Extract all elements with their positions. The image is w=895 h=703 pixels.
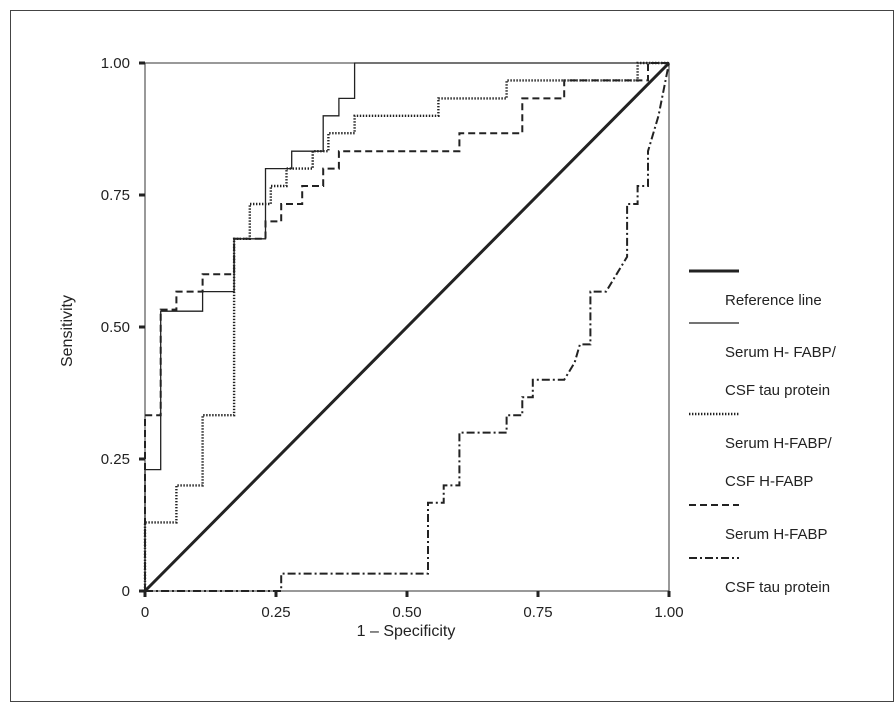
y-axis-label: Sensitivity [59, 295, 76, 367]
series-line-dashed [144, 62, 669, 591]
series-line-dotted [143, 61, 669, 591]
series-line-thick-solid [143, 61, 671, 593]
legend-label: CSF H-FABP [725, 473, 813, 490]
legend-label: Serum H-FABP [725, 526, 828, 543]
y-tick-label: 0 [122, 583, 130, 600]
series-line-solid [144, 62, 669, 591]
x-tick-label: 0.50 [392, 604, 421, 621]
legend-label: CSF tau protein [725, 382, 830, 399]
legend: Reference line Serum H- FABP/CSF tau prot… [689, 269, 837, 596]
x-tick-label: 0.75 [523, 604, 552, 621]
x-axis-label: 1 – Specificity [357, 623, 456, 640]
legend-label: Serum H- FABP/ [725, 344, 837, 361]
legend-label: Reference line [725, 292, 822, 309]
series-line-dash-dot [145, 62, 670, 592]
y-tick-label: 1.00 [101, 55, 130, 72]
plot-area: 0 0.25 0.50 0.75 1.00 0 0.25 0.50 0.75 1.00 [101, 55, 684, 621]
legend-label: CSF tau protein [725, 579, 830, 596]
x-tick-label: 1.00 [654, 604, 683, 621]
figure-frame [10, 10, 894, 702]
y-tick-label: 0.75 [101, 187, 130, 204]
y-tick-label: 0.25 [101, 451, 130, 468]
legend-label: Serum H-FABP/ [725, 435, 833, 452]
y-tick-label: 0.50 [101, 319, 130, 336]
x-tick-label: 0 [141, 604, 149, 621]
x-tick-label: 0.25 [261, 604, 290, 621]
